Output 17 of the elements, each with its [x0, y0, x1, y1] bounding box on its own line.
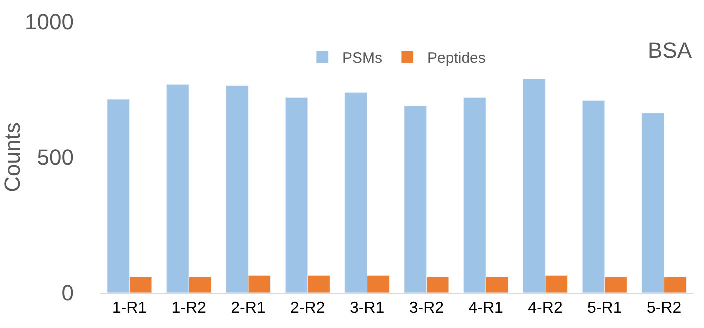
- x-tick-label: 2-R1: [231, 300, 266, 318]
- x-tick-label: 5-R1: [588, 300, 622, 318]
- y-tick-label: 500: [37, 145, 74, 170]
- x-tick-label: 5-R2: [646, 300, 682, 318]
- x-tick-label: 3-R1: [350, 300, 385, 318]
- y-tick-label: 0: [62, 280, 74, 306]
- x-tick-label: 1-R2: [172, 300, 207, 318]
- x-tick-label: 2-R2: [290, 300, 326, 318]
- y-axis-title: Counts: [0, 122, 25, 192]
- y-tick-label: 1000: [25, 10, 74, 35]
- x-tick-label: 4-R1: [468, 300, 504, 318]
- x-tick-label: 1-R1: [112, 300, 148, 318]
- legend-label: Peptides: [428, 50, 486, 68]
- x-tick-label: 3-R2: [409, 300, 444, 318]
- legend-label: PSMs: [342, 50, 383, 68]
- annotation: BSA: [648, 38, 692, 63]
- x-tick-label: 4-R2: [528, 300, 563, 318]
